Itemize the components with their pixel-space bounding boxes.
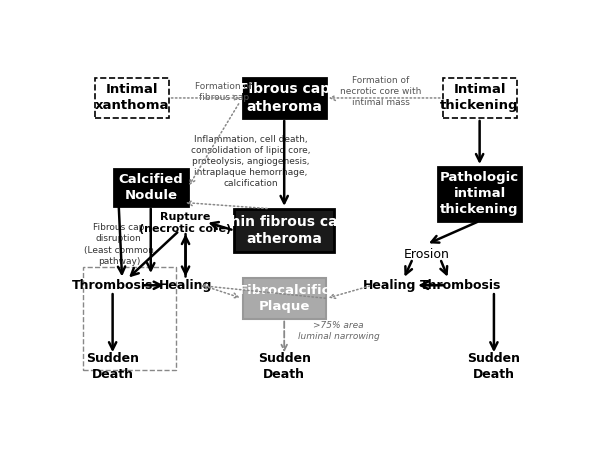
- Text: Sudden
Death: Sudden Death: [86, 352, 139, 381]
- Text: Rupture
(necrotic core): Rupture (necrotic core): [140, 212, 232, 234]
- FancyBboxPatch shape: [242, 78, 326, 118]
- Text: Fibrous cap
disruption
(Least common
pathway): Fibrous cap disruption (Least common pat…: [84, 223, 154, 265]
- Text: Sudden
Death: Sudden Death: [258, 352, 311, 381]
- Text: Formation of
necrotic core with
intimal mass: Formation of necrotic core with intimal …: [340, 76, 422, 107]
- FancyBboxPatch shape: [234, 209, 335, 252]
- Text: Sudden
Death: Sudden Death: [467, 352, 520, 381]
- Text: Thrombosis: Thrombosis: [420, 279, 501, 292]
- Text: Intimal
xanthoma: Intimal xanthoma: [95, 83, 169, 112]
- Text: Fibrocalcific
Plaque: Fibrocalcific Plaque: [239, 284, 330, 313]
- FancyBboxPatch shape: [443, 78, 517, 118]
- FancyBboxPatch shape: [242, 279, 326, 318]
- FancyBboxPatch shape: [114, 169, 188, 206]
- FancyBboxPatch shape: [95, 78, 169, 118]
- Text: Pathologic
intimal
thickening: Pathologic intimal thickening: [440, 171, 519, 217]
- Text: Healing: Healing: [159, 279, 212, 292]
- Text: Fibrous cap
atheroma: Fibrous cap atheroma: [239, 82, 330, 114]
- Text: Inflammation, cell death,
consolidation of lipid core,
proteolysis, angiogenesis: Inflammation, cell death, consolidation …: [191, 135, 311, 188]
- FancyBboxPatch shape: [438, 167, 522, 221]
- Text: Thin fibrous cap
atheroma: Thin fibrous cap atheroma: [221, 215, 347, 246]
- Text: Healing: Healing: [362, 279, 416, 292]
- Text: Formation of
fibrous cap: Formation of fibrous cap: [195, 82, 252, 102]
- Text: Erosion: Erosion: [403, 248, 449, 261]
- Text: Calcified
Nodule: Calcified Nodule: [118, 173, 183, 202]
- Text: Intimal
thickening: Intimal thickening: [440, 83, 519, 112]
- Text: Thrombosis: Thrombosis: [72, 279, 153, 292]
- Text: >75% area
luminal narrowing: >75% area luminal narrowing: [298, 321, 379, 341]
